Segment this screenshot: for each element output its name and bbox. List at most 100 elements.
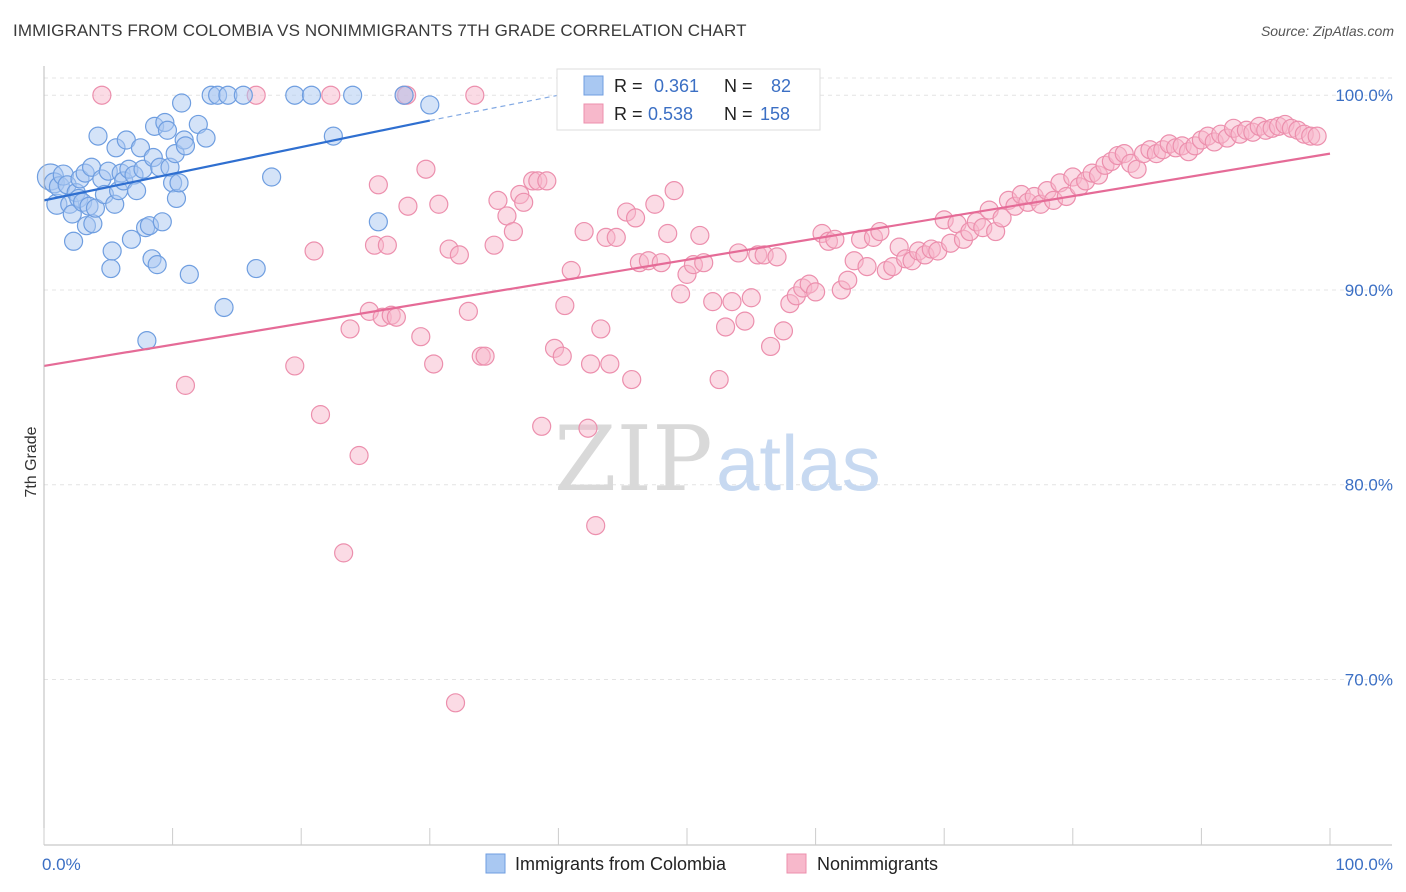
y-tick-label: 70.0% xyxy=(1345,670,1393,689)
point-nonimmigrant xyxy=(1307,126,1327,146)
point-colombia xyxy=(175,136,196,156)
point-colombia xyxy=(166,188,187,209)
source-credit: Source: ZipAtlas.com xyxy=(1260,23,1394,39)
point-colombia xyxy=(85,198,106,218)
axis-layer xyxy=(43,66,1392,846)
point-nonimmigrant xyxy=(175,375,196,395)
point-nonimmigrant xyxy=(622,369,642,390)
point-nonimmigrant xyxy=(741,288,761,308)
point-colombia xyxy=(196,128,216,148)
x-tick-label: 100.0% xyxy=(1335,855,1393,874)
point-nonimmigrant xyxy=(465,85,485,105)
point-colombia xyxy=(420,95,440,115)
point-colombia xyxy=(152,212,172,232)
point-nonimmigrant xyxy=(532,416,552,436)
point-nonimmigrant xyxy=(377,235,397,255)
y-tick-label: 90.0% xyxy=(1345,281,1393,300)
point-colombia xyxy=(130,138,151,158)
point-nonimmigrant xyxy=(591,319,611,339)
stats-legend-n-value: 82 xyxy=(771,76,791,96)
point-nonimmigrant xyxy=(870,221,890,242)
point-nonimmigrant xyxy=(709,369,729,390)
point-nonimmigrant xyxy=(386,307,406,327)
watermark-zip: ZIP xyxy=(554,407,713,512)
point-nonimmigrant xyxy=(552,346,572,366)
point-nonimmigrant xyxy=(735,311,755,331)
point-colombia xyxy=(179,264,199,284)
point-nonimmigrant xyxy=(670,284,691,304)
point-nonimmigrant xyxy=(488,190,508,210)
point-nonimmigrant xyxy=(368,175,388,195)
point-nonimmigrant xyxy=(805,282,826,302)
point-colombia xyxy=(102,241,122,261)
chart-title: IMMIGRANTS FROM COLOMBIA VS NONIMMIGRANT… xyxy=(13,21,747,40)
stats-legend-r-value: 0.361 xyxy=(654,76,699,96)
point-colombia xyxy=(83,214,103,234)
series-legend: Immigrants from Colombia Nonimmigrants xyxy=(485,853,938,874)
point-nonimmigrant xyxy=(606,227,626,247)
point-colombia xyxy=(172,93,192,113)
series-legend-label-pink: Nonimmigrants xyxy=(817,854,938,874)
point-nonimmigrant xyxy=(304,241,324,261)
point-colombia xyxy=(233,85,253,105)
point-nonimmigrant xyxy=(715,317,736,337)
stats-legend-n-label: N = xyxy=(724,76,753,96)
point-nonimmigrant xyxy=(760,336,781,357)
series-legend-swatch-blue xyxy=(485,853,506,874)
x-tick-label: 0.0% xyxy=(42,855,81,874)
point-nonimmigrant xyxy=(424,354,444,374)
point-nonimmigrant xyxy=(586,516,606,536)
point-nonimmigrant xyxy=(458,301,478,321)
point-colombia xyxy=(63,231,84,251)
point-colombia xyxy=(147,255,167,275)
stats-legend-swatch-pink xyxy=(583,103,604,124)
watermark-atlas: atlas xyxy=(716,419,881,507)
point-colombia xyxy=(121,229,142,249)
point-nonimmigrant xyxy=(321,85,341,105)
point-colombia xyxy=(246,258,266,279)
point-nonimmigrant xyxy=(690,225,710,246)
stats-legend-r-label: R = xyxy=(614,76,643,96)
point-nonimmigrant xyxy=(411,327,431,347)
point-colombia xyxy=(368,212,388,232)
point-nonimmigrant xyxy=(429,194,449,214)
point-colombia xyxy=(394,85,414,105)
point-nonimmigrant xyxy=(664,181,684,201)
point-colombia xyxy=(157,120,178,140)
point-nonimmigrant xyxy=(449,245,469,265)
trendline-pink xyxy=(43,152,1331,368)
series-legend-label-blue: Immigrants from Colombia xyxy=(515,854,727,874)
point-nonimmigrant xyxy=(857,256,877,277)
ticks-layer: 100.0% 90.0% 80.0% 70.0% 0.0% 100.0% xyxy=(42,86,1393,874)
point-nonimmigrant xyxy=(767,247,787,267)
point-nonimmigrant xyxy=(838,270,858,290)
point-nonimmigrant xyxy=(514,192,534,212)
point-nonimmigrant xyxy=(398,196,418,216)
stats-legend-r-value: 0.538 xyxy=(648,104,693,124)
point-colombia xyxy=(214,297,234,318)
point-nonimmigrant xyxy=(484,235,504,255)
point-nonimmigrant xyxy=(703,292,723,312)
point-colombia xyxy=(101,258,121,279)
point-nonimmigrant xyxy=(578,418,598,438)
point-colombia xyxy=(301,85,322,105)
point-colombia xyxy=(88,126,108,146)
stats-legend-n-label: N = xyxy=(724,104,753,124)
point-nonimmigrant xyxy=(285,356,305,376)
stats-legend-n-value: 158 xyxy=(760,104,790,124)
point-nonimmigrant xyxy=(537,171,557,191)
point-nonimmigrant xyxy=(334,543,354,563)
point-nonimmigrant xyxy=(625,208,646,228)
y-axis-title: 7th Grade xyxy=(23,426,40,497)
point-colombia xyxy=(285,85,305,105)
point-nonimmigrant xyxy=(722,292,742,312)
point-nonimmigrant xyxy=(992,208,1012,228)
point-nonimmigrant xyxy=(340,319,360,339)
point-nonimmigrant xyxy=(825,229,845,249)
trendline-extension-blue xyxy=(429,94,559,122)
point-colombia xyxy=(169,173,189,193)
y-tick-label: 100.0% xyxy=(1335,86,1393,105)
point-nonimmigrant xyxy=(658,223,678,244)
point-colombia xyxy=(126,181,147,201)
